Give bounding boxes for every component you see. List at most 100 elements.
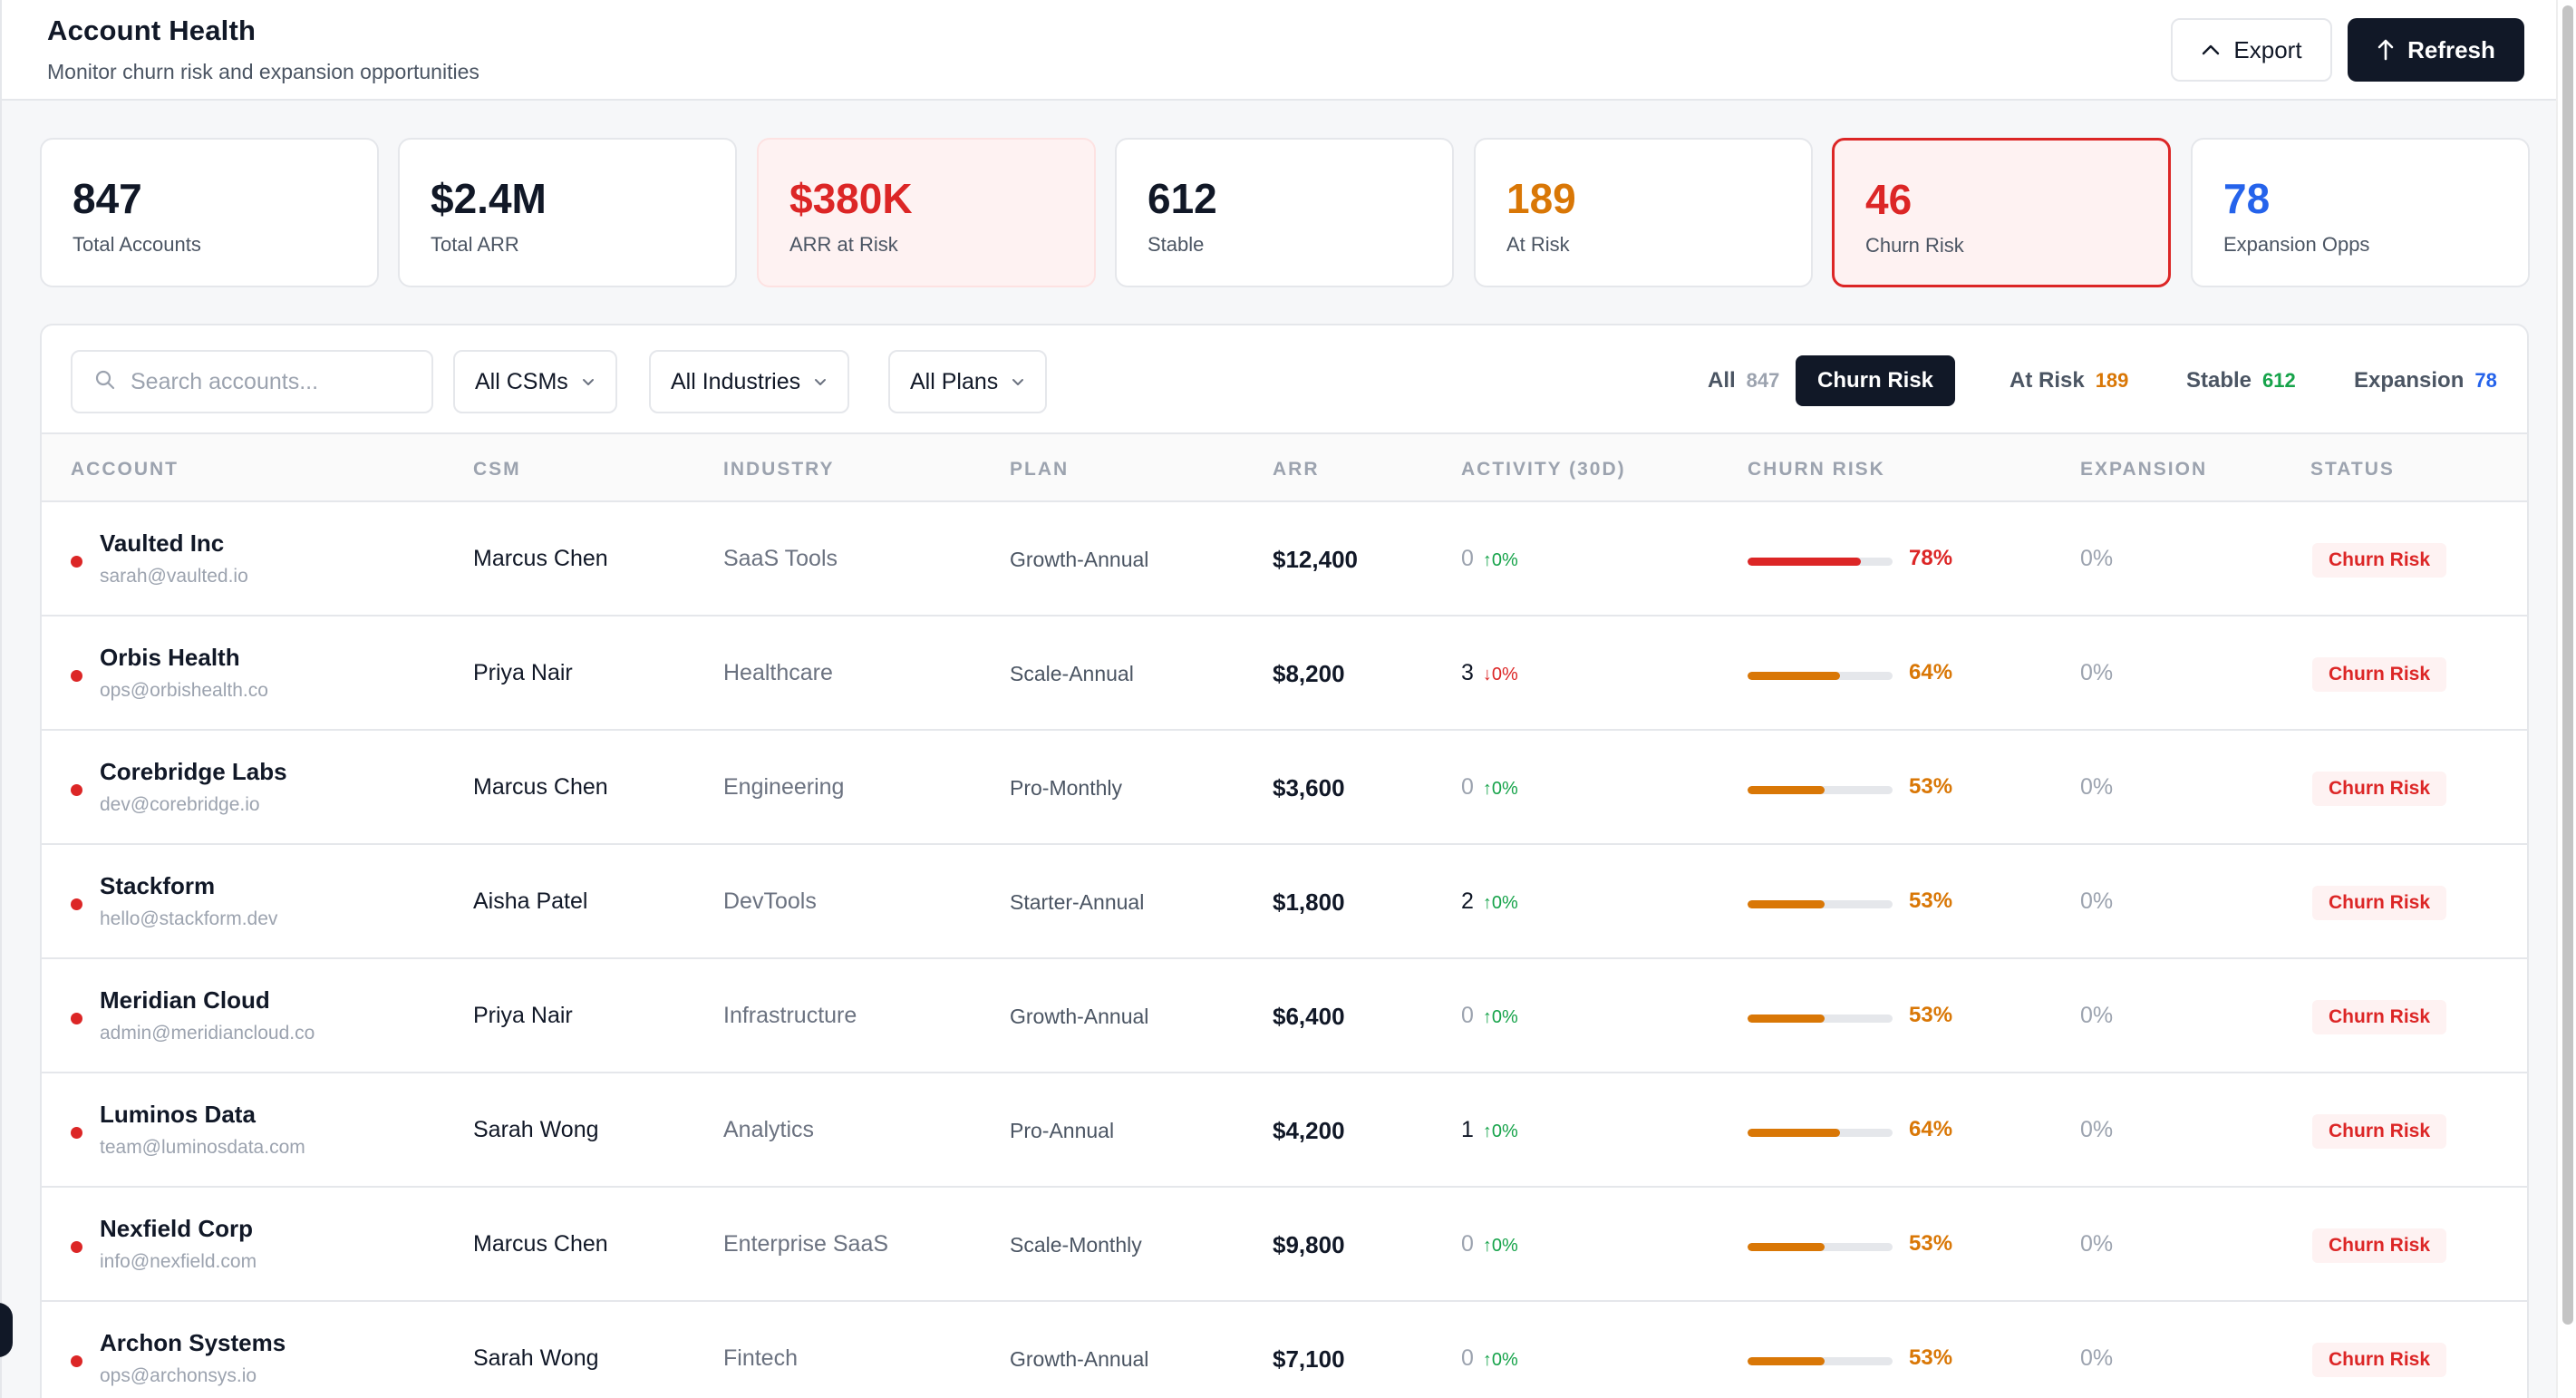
account-name[interactable]: Orbis Health <box>100 644 240 671</box>
tab-label: All <box>1708 368 1736 393</box>
tab-stable[interactable]: Stable 612 <box>2164 355 2318 406</box>
account-email: ops@orbishealth.co <box>100 680 268 701</box>
churn-risk-bar-fill <box>1748 1015 1825 1023</box>
account-email: hello@stackform.dev <box>100 908 278 929</box>
activity-count: 0 <box>1461 1231 1474 1257</box>
churn-risk-bar <box>1748 672 1893 680</box>
column-header-industry[interactable]: INDUSTRY <box>723 459 835 480</box>
csm-cell: Sarah Wong <box>473 1117 599 1142</box>
column-header-expansion[interactable]: EXPANSION <box>2080 459 2208 480</box>
tab-label: At Risk <box>2009 368 2085 393</box>
csm-filter-dropdown[interactable]: All CSMs <box>453 350 617 413</box>
status-badge: Churn Risk <box>2312 1343 2447 1377</box>
stat-card-expansion-opps[interactable]: 78 Expansion Opps <box>2191 138 2530 287</box>
column-header-activity[interactable]: ACTIVITY (30D) <box>1461 459 1626 480</box>
export-button-label: Export <box>2233 35 2302 63</box>
column-header-csm[interactable]: CSM <box>473 459 521 480</box>
expansion-cell: 0% <box>2080 546 2114 571</box>
activity-count: 3 <box>1461 660 1474 685</box>
expansion-cell: 0% <box>2080 1117 2114 1142</box>
account-name[interactable]: Meridian Cloud <box>100 986 270 1014</box>
column-header-arr[interactable]: ARR <box>1273 459 1320 480</box>
stat-card-total-arr[interactable]: $2.4M Total ARR <box>398 138 737 287</box>
industry-cell: Engineering <box>723 774 845 800</box>
column-header-account[interactable]: ACCOUNT <box>71 459 179 480</box>
status-badge: Churn Risk <box>2312 772 2447 806</box>
refresh-button-label: Refresh <box>2407 35 2495 63</box>
filter-toolbar: All CSMs All Industries All Plans All 84… <box>42 325 2527 434</box>
table-row[interactable]: Orbis Health ops@orbishealth.co Priya Na… <box>42 616 2527 731</box>
stat-card-stable[interactable]: 612 Stable <box>1115 138 1454 287</box>
export-button[interactable]: Export <box>2171 18 2332 82</box>
expansion-cell: 0% <box>2080 1231 2114 1257</box>
arr-cell: $8,200 <box>1273 660 1345 687</box>
account-name[interactable]: Archon Systems <box>100 1329 286 1356</box>
stat-card-at-risk[interactable]: 189 At Risk <box>1474 138 1813 287</box>
activity-count: 1 <box>1461 1117 1474 1142</box>
churn-risk-bar-fill <box>1748 1129 1841 1137</box>
stat-label: Total ARR <box>431 233 519 256</box>
churn-risk-bar-fill <box>1748 672 1841 680</box>
activity-cell: 0 ↑0% <box>1461 1231 1518 1257</box>
churn-risk-bar <box>1748 1015 1893 1023</box>
industry-filter-dropdown[interactable]: All Industries <box>649 350 850 413</box>
account-name[interactable]: Stackform <box>100 872 216 899</box>
industry-cell: Fintech <box>723 1345 798 1371</box>
account-name[interactable]: Corebridge Labs <box>100 758 287 785</box>
search-input[interactable] <box>131 368 402 395</box>
tab-all[interactable]: All 847 <box>1686 355 1801 406</box>
csm-cell: Sarah Wong <box>473 1345 599 1371</box>
churn-risk-percent: 53% <box>1909 1345 1953 1370</box>
arr-cell: $3,600 <box>1273 774 1345 801</box>
side-handle[interactable] <box>0 1303 13 1357</box>
csm-cell: Priya Nair <box>473 660 573 685</box>
churn-risk-bar <box>1748 900 1893 908</box>
column-header-churn-risk[interactable]: CHURN RISK <box>1748 459 1885 480</box>
tab-churn-risk[interactable]: Churn Risk <box>1796 355 1956 406</box>
scrollbar-thumb[interactable] <box>2562 5 2573 1325</box>
table-row[interactable]: Archon Systems ops@archonsys.io Sarah Wo… <box>42 1302 2527 1398</box>
table-row[interactable]: Corebridge Labs dev@corebridge.io Marcus… <box>42 731 2527 845</box>
industry-cell: Healthcare <box>723 660 833 685</box>
status-dot <box>71 1241 82 1253</box>
refresh-button[interactable]: Refresh <box>2348 18 2524 82</box>
csm-cell: Marcus Chen <box>473 1231 608 1257</box>
account-name[interactable]: Nexfield Corp <box>100 1215 254 1242</box>
table-row[interactable]: Stackform hello@stackform.dev Aisha Pate… <box>42 845 2527 959</box>
stat-card-arr-at-risk[interactable]: $380K ARR at Risk <box>757 138 1096 287</box>
plan-filter-dropdown[interactable]: All Plans <box>888 350 1048 413</box>
table-row[interactable]: Meridian Cloud admin@meridiancloud.co Pr… <box>42 959 2527 1073</box>
stat-value: 612 <box>1148 175 1217 222</box>
stat-card-churn-risk[interactable]: 46 Churn Risk <box>1832 138 2171 287</box>
activity-trend: ↑0% <box>1482 779 1518 799</box>
table-row[interactable]: Luminos Data team@luminosdata.com Sarah … <box>42 1073 2527 1188</box>
activity-trend: ↑0% <box>1482 1350 1518 1370</box>
vertical-scrollbar[interactable] <box>2556 0 2576 1398</box>
tab-at-risk[interactable]: At Risk 189 <box>1988 355 2150 406</box>
table-row[interactable]: Nexfield Corp info@nexfield.com Marcus C… <box>42 1188 2527 1302</box>
column-header-plan[interactable]: PLAN <box>1010 459 1070 480</box>
stat-card-total-accounts[interactable]: 847 Total Accounts <box>40 138 379 287</box>
search-box[interactable] <box>71 350 433 413</box>
account-name[interactable]: Vaulted Inc <box>100 529 225 557</box>
page-title: Account Health <box>47 15 257 46</box>
chevron-down-icon <box>813 369 828 395</box>
accounts-panel: All CSMs All Industries All Plans All 84… <box>40 324 2529 1398</box>
churn-risk-percent: 53% <box>1909 1003 1953 1027</box>
churn-risk-bar <box>1748 558 1893 566</box>
arr-cell: $7,100 <box>1273 1345 1345 1373</box>
status-dot <box>71 556 82 568</box>
stat-value: 46 <box>1865 176 1913 223</box>
stat-value: 847 <box>73 175 142 222</box>
activity-count: 2 <box>1461 888 1474 914</box>
stat-label: Expansion Opps <box>2223 233 2370 256</box>
account-name[interactable]: Luminos Data <box>100 1101 256 1128</box>
activity-cell: 1 ↑0% <box>1461 1117 1518 1143</box>
table-row[interactable]: Vaulted Inc sarah@vaulted.io Marcus Chen… <box>42 502 2527 616</box>
account-email: info@nexfield.com <box>100 1251 257 1272</box>
column-header-status[interactable]: STATUS <box>2310 459 2395 480</box>
tab-expansion[interactable]: Expansion 78 <box>2332 355 2519 406</box>
plan-cell: Growth-Annual <box>1010 1347 1149 1371</box>
stat-label: Churn Risk <box>1865 234 1964 257</box>
